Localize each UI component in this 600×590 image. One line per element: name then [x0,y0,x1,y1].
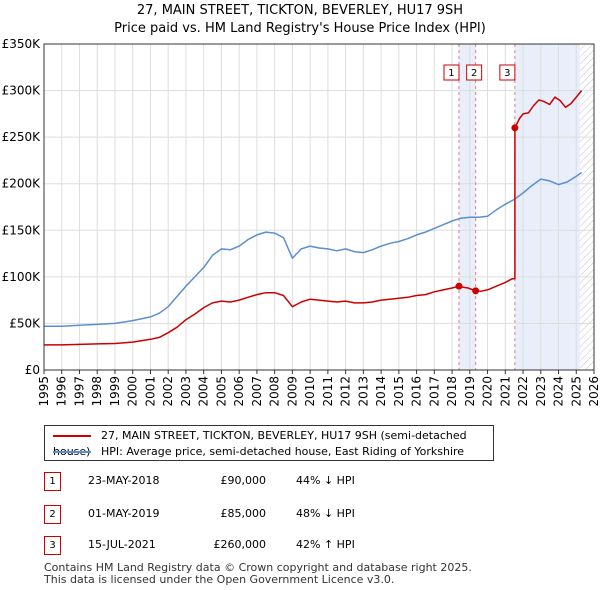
x-tick-label: 1997 [72,376,86,407]
shaded-region [458,44,476,370]
x-tick-label: 1995 [37,376,51,407]
sale-label-box: 1 [443,64,460,81]
x-tick-label: 1996 [55,376,69,407]
legend-item-price: 27, MAIN STREET, TICKTON, BEVERLEY, HU17… [53,428,493,458]
hpi-line [44,171,583,327]
sale-hpi-diff: 42% ↑ HPI [296,538,355,551]
legend-item-hpi: HPI: Average price, semi-detached house,… [53,444,464,460]
sale-price: £260,000 [213,538,267,551]
title-line-1: 27, MAIN STREET, TICKTON, BEVERLEY, HU17… [136,3,464,18]
x-tick-label: 2006 [232,376,246,407]
y-tick-label: £300K [2,84,42,98]
footer-line-2: This data is licensed under the Open Gov… [44,573,395,586]
x-tick-label: 2007 [250,376,264,407]
sale-number-badge: 1 [44,472,61,491]
x-tick-label: 2011 [321,376,335,407]
x-tick-label: 2004 [197,376,211,407]
sale-price: £90,000 [220,474,267,487]
x-tick-label: 2024 [552,376,566,407]
sale-label-box-frame [443,64,460,81]
plot-frame [43,43,595,371]
x-tick-label: 2016 [410,376,424,407]
y-tick-label: £100K [2,270,42,284]
x-tick-label: 1998 [90,376,104,407]
chart-title: 27, MAIN STREET, TICKTON, BEVERLEY, HU17… [0,2,600,38]
x-tick-label: 2020 [481,376,495,407]
sale-number-badge: 2 [44,505,61,524]
sale-hpi-diff: 44% ↓ HPI [296,474,355,487]
x-tick-label: 1999 [108,376,122,407]
sale-label-box: 2 [466,64,483,81]
legend-swatch-price [53,435,91,437]
footer: Contains HM Land Registry data © Crown c… [44,562,472,586]
forecast-hatch [579,44,594,370]
shaded-region [514,44,580,370]
sale-point [455,282,463,290]
sale-label-box-frame [466,64,483,81]
price-paid-line [44,90,583,346]
x-tick-label: 2023 [534,376,548,407]
sale-date: 01-MAY-2019 [88,507,160,520]
sale-hpi-diff: 48% ↓ HPI [296,507,355,520]
x-tick-label: 2000 [126,376,140,407]
legend-label-hpi: HPI: Average price, semi-detached house,… [101,445,465,458]
x-tick-label: 2012 [339,376,353,407]
x-tick-label: 2013 [356,376,370,407]
x-tick-label: 2025 [569,376,583,407]
sale-label-number: 3 [504,68,510,79]
sale-point [511,124,519,132]
title-line-2: Price paid vs. HM Land Registry's House … [114,21,486,36]
x-tick-label: 2021 [498,376,512,407]
sale-point [472,287,480,295]
x-tick-label: 2015 [392,376,406,407]
legend: 27, MAIN STREET, TICKTON, BEVERLEY, HU17… [44,425,494,461]
sale-label-box-frame [499,64,516,81]
x-tick-label: 2008 [268,376,282,407]
sale-label-number: 1 [448,68,454,79]
sale-price: £85,000 [220,507,267,520]
y-tick-label: £150K [2,223,42,237]
price-chart: 1995 1996 1997 1998 1999 2000 2001 2002 2003 2004… [2,37,600,407]
sale-number-badge: 3 [44,536,61,555]
y-tick-label: £0 [25,363,40,377]
x-tick-label: 2010 [303,376,317,407]
x-tick-label: 2001 [143,376,157,407]
x-tick-label: 2026 [587,376,600,407]
y-tick-label: £250K [2,130,42,144]
x-tick-label: 2005 [214,376,228,407]
x-tick-label: 2022 [516,376,530,407]
x-tick-label: 2018 [445,376,459,407]
sale-date: 15-JUL-2021 [88,538,156,551]
x-tick-label: 2002 [161,376,175,407]
y-tick-label: £350K [2,37,42,51]
y-tick-label: £200K [2,177,42,191]
x-tick-label: 2009 [285,376,299,407]
x-tick-label: 2003 [179,376,193,407]
sale-label-number: 2 [471,68,477,79]
sale-label-box: 3 [499,64,516,81]
x-tick-label: 2017 [427,376,441,407]
legend-swatch-hpi [53,451,91,453]
y-tick-label: £50K [9,316,41,330]
x-tick-label: 2014 [374,376,388,407]
sale-date: 23-MAY-2018 [88,474,160,487]
x-tick-label: 2019 [463,376,477,407]
footer-line-1: Contains HM Land Registry data © Crown c… [44,561,472,574]
